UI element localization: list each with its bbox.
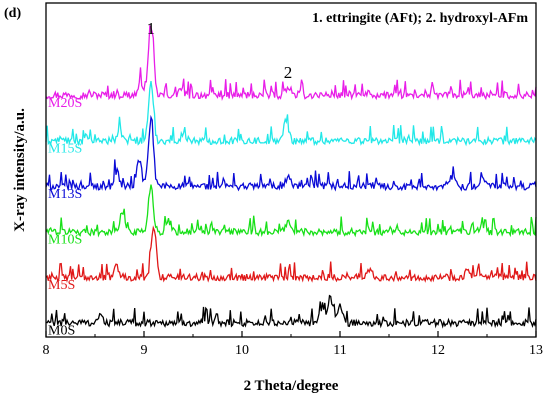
peak-labels: 12 [147,19,293,82]
y-axis-title: X-ray intensity/a.u. [12,108,28,232]
peak-marker-2: 2 [284,63,293,82]
x-tick-label: 11 [333,343,346,358]
series-label-m5s: M5S [48,278,75,293]
series-label-m10s: M10S [48,233,82,248]
series-line-m13s [45,114,537,192]
peak-legend-note: 1. ettringite (AFt); 2. hydroxyl-AFm [312,11,528,26]
series-label-m15s: M15S [48,142,82,157]
x-tick-label: 12 [431,343,445,358]
series-label-m0s: M0S [48,324,75,339]
x-tick-label: 8 [43,343,50,358]
series-line-m0s [45,294,537,329]
series-line-m10s [45,184,537,238]
series-line-m5s [45,225,537,283]
x-tick-label: 9 [141,343,148,358]
series-label-m20s: M20S [48,96,82,111]
series-line-m15s [45,81,537,147]
series-labels: M20S M15S M13S M10S M5S M0S [48,96,82,339]
series-line-m20s [45,24,537,102]
panel-label: (d) [4,6,21,21]
x-tick-label: 13 [529,343,543,358]
x-axis-title: 2 Theta/degree [244,378,339,394]
x-axis-ticks: 8 9 10 11 12 13 [43,331,543,358]
series-label-m13s: M13S [48,187,82,202]
peak-marker-1: 1 [147,19,156,38]
x-tick-label: 10 [235,343,249,358]
series-traces [45,24,537,329]
